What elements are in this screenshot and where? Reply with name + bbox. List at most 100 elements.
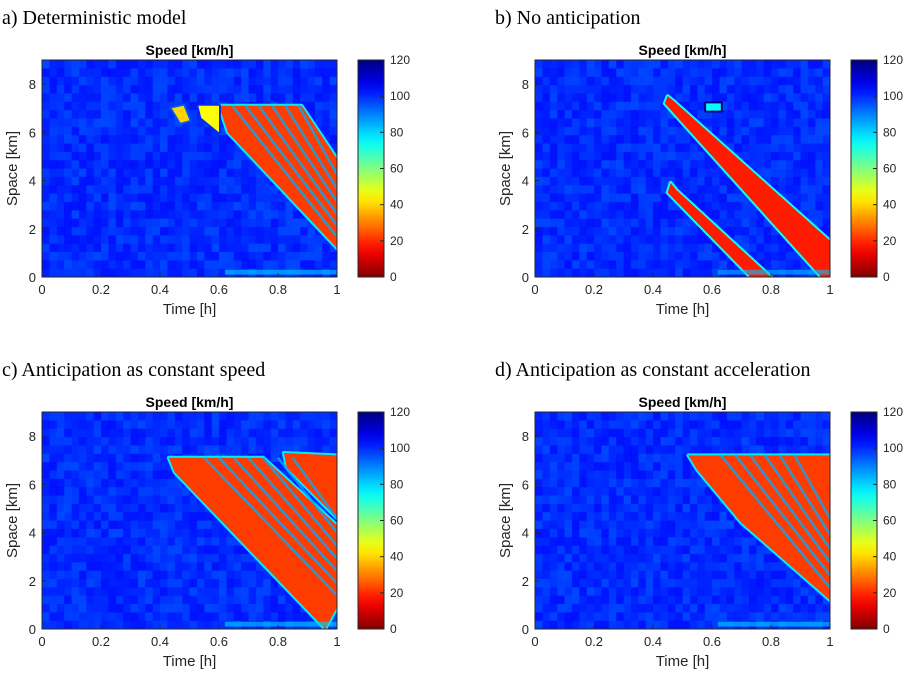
free-flow-cell (108, 60, 117, 69)
free-flow-cell (255, 218, 264, 228)
free-flow-cell (42, 68, 50, 78)
free-flow-cell (93, 578, 102, 588)
free-flow-cell (226, 595, 235, 605)
free-flow-cell (270, 437, 279, 446)
free-flow-cell (182, 553, 190, 563)
free-flow-cell (130, 553, 139, 563)
free-flow-cell (549, 193, 558, 203)
free-flow-cell (241, 93, 249, 103)
free-flow-cell (734, 93, 742, 103)
free-flow-cell (667, 210, 676, 220)
free-flow-cell (601, 201, 610, 211)
free-flow-cell (167, 201, 176, 211)
free-flow-cell (763, 553, 772, 563)
free-flow-cell (616, 101, 624, 111)
free-flow-cell (682, 160, 691, 169)
free-flow-cell (241, 68, 249, 78)
free-flow-cell (608, 143, 617, 153)
free-flow-cell (314, 243, 323, 253)
free-flow-cell (78, 201, 87, 211)
free-flow-cell (549, 176, 558, 186)
free-flow-cell (822, 68, 830, 78)
free-flow-cell (174, 537, 183, 547)
free-flow-cell (564, 520, 573, 530)
free-flow-cell (571, 218, 580, 228)
free-flow-cell (630, 528, 639, 538)
free-flow-cell (734, 110, 742, 119)
free-flow-cell (571, 470, 580, 480)
free-flow-cell (726, 210, 735, 220)
free-flow-cell (712, 595, 720, 605)
free-flow-cell (682, 135, 691, 144)
free-flow-cell (638, 428, 647, 438)
free-flow-cell (704, 520, 713, 530)
free-flow-cell (756, 218, 765, 228)
free-flow-cell (579, 160, 588, 169)
free-flow-cell (763, 226, 772, 236)
free-flow-cell (167, 85, 176, 94)
free-flow-cell (535, 251, 543, 261)
free-flow-cell (278, 243, 286, 253)
free-flow-cell (571, 185, 580, 195)
free-flow-cell (726, 412, 735, 421)
free-flow-cell (42, 93, 50, 103)
free-flow-cell (549, 60, 558, 69)
free-flow-cell (542, 562, 551, 572)
free-flow-cell (675, 578, 683, 588)
free-flow-cell (64, 570, 72, 580)
free-flow-cell (78, 528, 87, 538)
free-flow-cell (542, 243, 551, 253)
free-flow-cell (675, 226, 683, 236)
free-flow-cell (314, 118, 323, 128)
free-flow-cell (226, 545, 235, 555)
free-flow-cell (160, 495, 168, 505)
free-flow-cell (535, 210, 543, 220)
free-flow-cell (682, 101, 691, 111)
free-flow-cell (667, 620, 676, 629)
free-flow-cell (115, 185, 124, 195)
free-flow-cell (594, 512, 602, 521)
free-flow-cell (130, 537, 139, 547)
free-flow-cell (682, 445, 691, 455)
free-flow-cell (115, 243, 124, 253)
free-flow-cell (535, 520, 543, 530)
free-flow-cell (49, 185, 58, 195)
free-flow-cell (682, 68, 691, 78)
free-flow-cell (108, 495, 117, 505)
free-flow-cell (549, 185, 558, 195)
free-flow-cell (734, 545, 742, 555)
congestion-region (664, 96, 830, 277)
free-flow-cell (189, 553, 198, 563)
free-flow-cell (42, 603, 50, 613)
free-flow-cell (542, 428, 551, 438)
free-flow-cell (616, 143, 624, 153)
free-flow-cell (682, 570, 691, 580)
free-flow-cell (93, 487, 102, 496)
free-flow-cell (182, 537, 190, 547)
free-flow-cell (189, 503, 198, 513)
free-flow-cell (660, 528, 669, 538)
free-flow-cell (667, 537, 676, 547)
free-flow-cell (579, 553, 588, 563)
free-flow-cell (660, 595, 669, 605)
free-flow-cell (204, 135, 213, 144)
free-flow-cell (712, 160, 720, 169)
free-flow-cell (601, 495, 610, 505)
free-flow-cell (226, 85, 235, 94)
free-flow-cell (93, 251, 102, 261)
free-flow-cell (549, 478, 558, 488)
free-flow-cell (608, 243, 617, 253)
free-flow-cell (704, 503, 713, 513)
free-flow-cell (571, 151, 580, 161)
free-flow-cell (145, 68, 154, 78)
free-flow-cell (123, 528, 131, 538)
free-flow-cell (638, 595, 647, 605)
free-flow-cell (270, 420, 279, 430)
wave-band (232, 456, 337, 573)
free-flow-cell (645, 503, 654, 513)
free-flow-cell (49, 537, 58, 547)
free-flow-cell (535, 587, 543, 597)
free-flow-cell (667, 553, 676, 563)
free-flow-cell (638, 445, 647, 455)
free-flow-cell (601, 420, 610, 430)
